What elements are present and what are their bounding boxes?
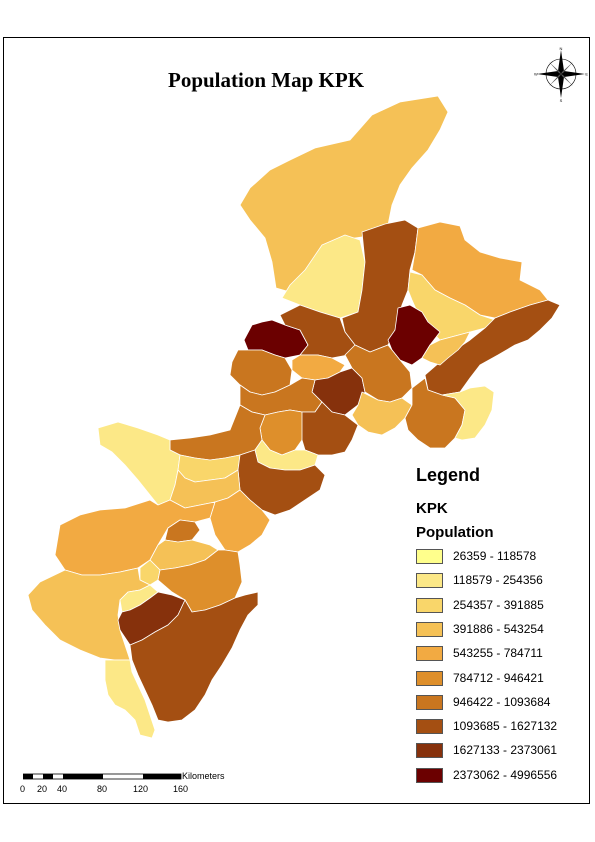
legend-label: 2373062 - 4996556 [453, 767, 558, 782]
legend-item: 784712 - 946421 [416, 669, 591, 689]
legend-swatch [416, 743, 443, 759]
legend-item: 543255 - 784711 [416, 644, 591, 664]
scale-units: Kilometers [182, 771, 225, 781]
district-region [129, 591, 259, 723]
legend-swatch [416, 646, 443, 662]
legend-swatch [416, 694, 443, 710]
scale-tick: 160 [173, 784, 189, 794]
legend-label: 543255 - 784711 [453, 646, 543, 661]
legend-item: 1093685 - 1627132 [416, 717, 591, 737]
district-region [97, 421, 181, 506]
district-region [279, 304, 356, 359]
legend-layer-name: KPK [416, 500, 448, 517]
legend-swatch [416, 549, 443, 564]
scale-tick: 20 [37, 784, 48, 794]
legend-label: 26359 - 118578 [453, 549, 537, 563]
legend-field-name: Population [416, 524, 494, 541]
district-region [351, 391, 413, 436]
east-label: E [585, 72, 588, 77]
district-region [441, 385, 495, 441]
legend-item: 1627133 - 2373061 [416, 741, 591, 761]
legend-item: 118579 - 254356 [416, 571, 591, 591]
legend-swatch [416, 597, 443, 613]
south-label: S [560, 98, 563, 102]
legend-label: 254357 - 391885 [453, 597, 544, 612]
legend-label: 946422 - 1093684 [453, 694, 551, 709]
legend-swatch [416, 767, 443, 783]
scale-tick: 120 [133, 784, 149, 794]
map-title: Population Map KPK [168, 68, 365, 92]
legend-swatch [416, 670, 443, 686]
legend-item: 391886 - 543254 [416, 620, 591, 640]
north-label: N [560, 46, 563, 51]
legend-label: 1627133 - 2373061 [453, 743, 558, 758]
legend-title: Legend [416, 465, 481, 485]
compass-rose-icon: N E S W [534, 46, 588, 102]
district-region [209, 489, 271, 553]
legend-swatch [416, 621, 443, 637]
legend-label: 118579 - 254356 [453, 573, 543, 588]
legend-swatch [416, 719, 443, 735]
legend-label: 391886 - 543254 [453, 621, 544, 636]
legend-item: 946422 - 1093684 [416, 693, 591, 713]
scale-tick: 0 [20, 784, 26, 794]
west-label: W [534, 72, 538, 77]
district-region [157, 549, 243, 613]
legend-label: 784712 - 946421 [453, 670, 544, 685]
legend-item: 26359 - 118578 [416, 547, 591, 567]
district-region [421, 331, 471, 366]
legend-item: 254357 - 391885 [416, 596, 591, 616]
district-region [104, 659, 156, 739]
scale-tick: 40 [57, 784, 68, 794]
scale-tick: 80 [97, 784, 108, 794]
legend-label: 1093685 - 1627132 [453, 719, 558, 734]
legend-swatch [416, 573, 443, 589]
scale-bar [23, 773, 182, 780]
legend-item: 2373062 - 4996556 [416, 766, 591, 786]
